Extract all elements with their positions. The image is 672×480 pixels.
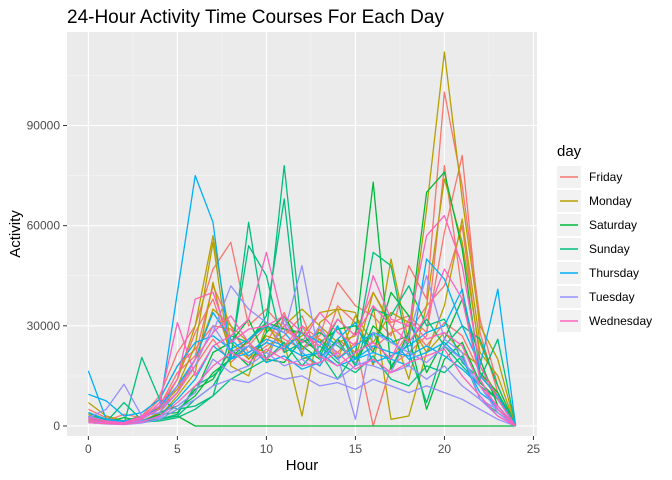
series-line-tuesday — [88, 351, 516, 427]
y-tick-label: 60000 — [27, 219, 61, 233]
x-axis-label: Hour — [286, 457, 319, 474]
y-tick-label: 90000 — [27, 118, 61, 132]
legend-label-saturday: Saturday — [589, 218, 637, 232]
x-axis-ticks: 0 5 10 15 20 25 — [85, 436, 540, 456]
y-axis-ticks: 0 30000 60000 90000 — [27, 118, 67, 433]
legend: day Friday Monday Saturday Sunday Thursday Tu… — [557, 143, 652, 332]
legend-label-tuesday: Tuesday — [589, 290, 635, 304]
legend-label-monday: Monday — [589, 194, 632, 208]
legend-title: day — [557, 143, 582, 160]
x-tick-label: 15 — [349, 442, 363, 456]
x-tick-label: 25 — [527, 442, 541, 456]
legend-label-wednesday: Wednesday — [589, 314, 652, 328]
x-tick-label: 10 — [260, 442, 274, 456]
legend-label-friday: Friday — [589, 170, 622, 184]
series-line-wednesday — [88, 315, 517, 427]
series-lines — [87, 51, 517, 427]
x-tick-label: 20 — [438, 442, 452, 456]
x-tick-label: 5 — [174, 442, 181, 456]
series-line-wednesday — [88, 268, 517, 427]
chart-title: 24-Hour Activity Time Courses For Each D… — [67, 7, 444, 28]
y-axis-label: Activity — [7, 210, 24, 258]
series-line-saturday — [88, 315, 517, 427]
series-line-wednesday — [88, 214, 517, 427]
legend-label-thursday: Thursday — [589, 266, 639, 280]
series-line-wednesday — [88, 348, 516, 427]
y-tick-label: 0 — [53, 419, 60, 433]
x-tick-label: 0 — [85, 442, 92, 456]
series-line-tuesday — [88, 265, 517, 427]
legend-label-sunday: Sunday — [589, 242, 630, 256]
y-tick-label: 30000 — [27, 319, 61, 333]
series-line-tuesday — [88, 371, 516, 427]
